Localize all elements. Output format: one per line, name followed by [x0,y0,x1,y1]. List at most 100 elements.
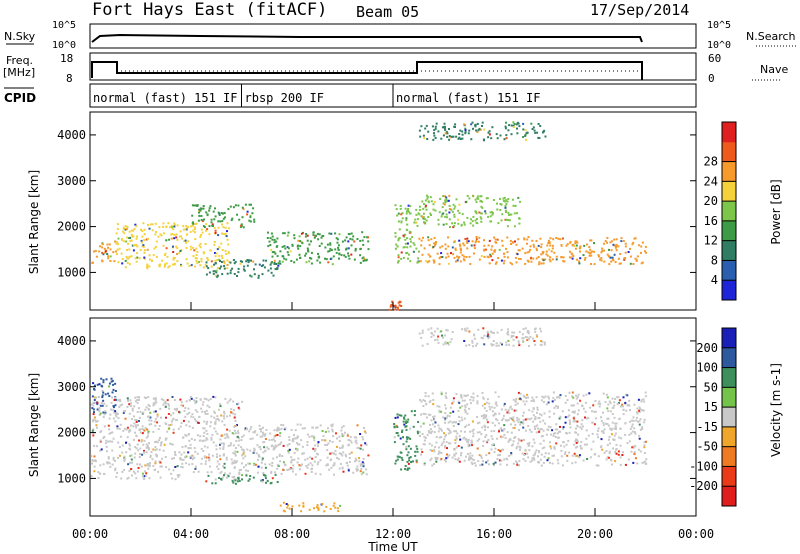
echo-cell [270,471,273,474]
echo-cell [132,249,135,252]
echo-cell [437,218,440,221]
echo-cell [449,420,452,423]
echo-cell [117,456,119,459]
echo-cell [304,458,307,461]
echo-cell [616,403,619,405]
echo-cell [96,383,99,386]
echo-cell [213,412,216,414]
echo-cell [324,430,327,433]
echo-cell [260,466,263,469]
echo-cell [90,403,93,406]
echo-cell [622,396,625,399]
echo-cell [176,474,179,477]
echo-cell [444,418,447,421]
echo-cell [482,327,485,330]
echo-cell [160,465,163,468]
echo-cell [162,232,165,235]
echo-cell [159,233,162,236]
echo-cell [444,132,447,135]
echo-cell [328,249,331,252]
echo-cell [639,450,642,453]
echo-cell [628,433,631,436]
echo-cell [532,243,535,246]
echo-cell [236,435,239,438]
echo-cell [177,427,180,430]
echo-cell [423,463,426,466]
echo-cell [298,464,301,467]
echo-cell [230,408,233,411]
echo-cell [363,259,366,262]
echo-cell [260,479,263,482]
echo-cell [496,419,499,422]
echo-cell [181,462,184,465]
echo-cell [466,217,469,219]
echo-cell [600,257,603,260]
echo-cell [633,237,636,240]
echo-cell [442,416,445,419]
echo-cell [444,412,447,415]
echo-cell [404,238,407,241]
echo-cell [324,439,327,442]
echo-cell [162,225,165,228]
echo-cell [448,211,451,214]
echo-cell [186,262,189,265]
echo-cell [273,251,276,254]
colorbar-swatch [722,347,736,369]
echo-cell [92,408,95,411]
echo-cell [130,458,133,461]
echo-cell [117,237,120,240]
echo-cell [199,264,202,267]
echo-cell [636,411,638,414]
echo-cell [441,442,444,445]
echo-cell [92,261,94,264]
echo-cell [602,430,605,433]
echo-cell [211,482,214,485]
echo-cell [363,257,366,260]
echo-cell [180,422,183,425]
echo-cell [446,414,449,417]
echo-cell [419,435,421,437]
echo-cell [532,126,535,129]
echo-cell [356,465,359,468]
echo-cell [440,393,443,396]
echo-cell [317,442,319,445]
echo-cell [264,477,267,480]
echo-cell [319,424,322,427]
echo-cell [447,255,450,258]
echo-cell [485,409,488,412]
echo-cell [475,129,478,132]
echo-cell [196,262,199,264]
echo-cell [151,458,154,461]
echo-cell [193,399,195,402]
echo-cell [216,465,219,468]
echo-cell [282,232,285,235]
echo-cell [171,443,174,446]
echo-cell [154,462,157,465]
echo-cell [508,213,511,216]
echo-cell [204,263,207,266]
echo-cell [570,252,573,255]
echo-cell [232,409,235,412]
echo-cell [270,481,273,484]
echo-cell [445,434,447,436]
echo-cell [119,400,122,403]
echo-cell [435,241,437,243]
echo-cell [565,443,568,446]
echo-cell [241,435,244,438]
echo-cell [225,253,228,255]
echo-cell [297,247,300,250]
echo-cell [426,138,429,140]
echo-cell [491,259,494,262]
echo-cell [405,440,408,443]
echo-cell [247,261,250,264]
echo-cell [222,448,225,450]
echo-cell [294,437,297,440]
echo-cell [494,461,497,464]
echo-cell [234,260,237,263]
colorbar-tick-label: 12 [704,234,718,248]
echo-cell [218,477,221,479]
echo-cell [560,455,563,458]
echo-cell [93,387,95,390]
echo-cell [99,412,102,415]
echo-cell [438,436,441,439]
